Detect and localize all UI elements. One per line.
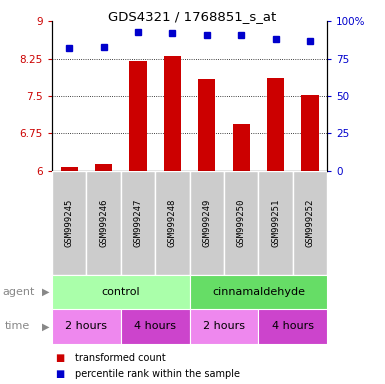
Bar [52,171,86,275]
Bar [121,171,155,275]
Bar [233,124,250,171]
Text: 4 hours: 4 hours [272,321,314,331]
Text: percentile rank within the sample: percentile rank within the sample [75,369,240,379]
Text: GSM999251: GSM999251 [271,199,280,247]
Bar [129,61,147,171]
Bar [293,171,327,275]
Text: GSM999247: GSM999247 [134,199,142,247]
Bar [164,56,181,171]
Text: cinnamaldehyde: cinnamaldehyde [212,287,305,297]
Bar [267,78,284,171]
Text: ■: ■ [56,369,68,379]
Text: GSM999245: GSM999245 [65,199,74,247]
Text: GDS4321 / 1768851_s_at: GDS4321 / 1768851_s_at [108,10,277,23]
Bar [86,171,121,275]
Text: transformed count: transformed count [75,353,166,363]
Bar [189,171,224,275]
Text: GSM999252: GSM999252 [306,199,315,247]
Text: agent: agent [2,287,34,297]
Text: 2 hours: 2 hours [203,321,245,331]
Bar [60,167,78,171]
Bar [189,309,258,344]
Text: 2 hours: 2 hours [65,321,107,331]
Text: time: time [5,321,30,331]
Text: GSM999250: GSM999250 [237,199,246,247]
Text: GSM999248: GSM999248 [168,199,177,247]
Bar [258,309,327,344]
Bar [224,171,258,275]
Text: ■: ■ [56,353,68,363]
Bar [258,171,293,275]
Text: 4 hours: 4 hours [134,321,176,331]
Text: ▶: ▶ [42,321,49,331]
Text: ▶: ▶ [42,287,49,297]
Text: GSM999249: GSM999249 [202,199,211,247]
Bar [52,275,189,309]
Text: GSM999246: GSM999246 [99,199,108,247]
Bar [121,309,189,344]
Bar [189,275,327,309]
Bar [301,95,319,171]
Bar [95,164,112,171]
Bar [198,79,216,171]
Bar [155,171,190,275]
Bar [52,309,121,344]
Text: control: control [102,287,140,297]
